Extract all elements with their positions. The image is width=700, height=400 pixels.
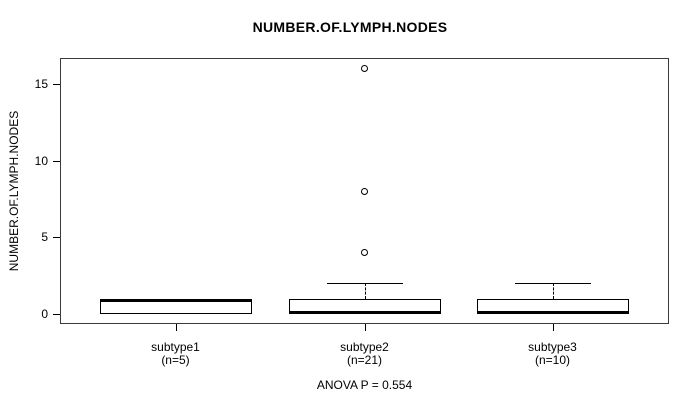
category-count: (n=21) [346, 353, 383, 367]
y-axis-tick [53, 237, 60, 239]
x-axis-tick [552, 324, 554, 331]
category-name: subtype3 [528, 340, 577, 354]
y-axis-tick [53, 314, 60, 315]
x-category-label: subtype1 (n=5) [101, 341, 251, 367]
anova-annotation: ANOVA P = 0.554 [316, 378, 413, 392]
y-axis-tick-label: 10 [34, 153, 48, 168]
y-axis-tick [53, 84, 60, 86]
y-axis-tick-label: 15 [34, 77, 48, 92]
y-axis-label: NUMBER.OF.LYMPH.NODES [7, 110, 21, 272]
x-axis-tick [364, 324, 366, 331]
category-name: subtype1 [151, 340, 200, 354]
y-axis-tick [53, 160, 60, 162]
outlier-point [361, 249, 368, 257]
median-line [288, 311, 441, 314]
upper-whisker-cap [514, 283, 591, 285]
upper-whisker-cap [326, 283, 403, 285]
outlier-point [361, 65, 368, 73]
median-line [476, 311, 629, 314]
x-axis-tick [175, 324, 177, 331]
category-name: subtype2 [340, 340, 389, 354]
category-count: (n=5) [161, 353, 190, 367]
category-count: (n=10) [534, 353, 571, 367]
chart-title: NUMBER.OF.LYMPH.NODES [252, 19, 448, 35]
upper-whisker-line [364, 283, 366, 299]
upper-whisker-line [552, 283, 554, 299]
x-category-label: subtype3 (n=10) [478, 341, 628, 367]
y-axis-tick-label: 0 [41, 307, 48, 321]
y-axis-tick-label: 5 [41, 230, 48, 245]
x-category-label: subtype2 (n=21) [290, 341, 440, 367]
median-line [99, 298, 252, 302]
outlier-point [361, 187, 368, 195]
